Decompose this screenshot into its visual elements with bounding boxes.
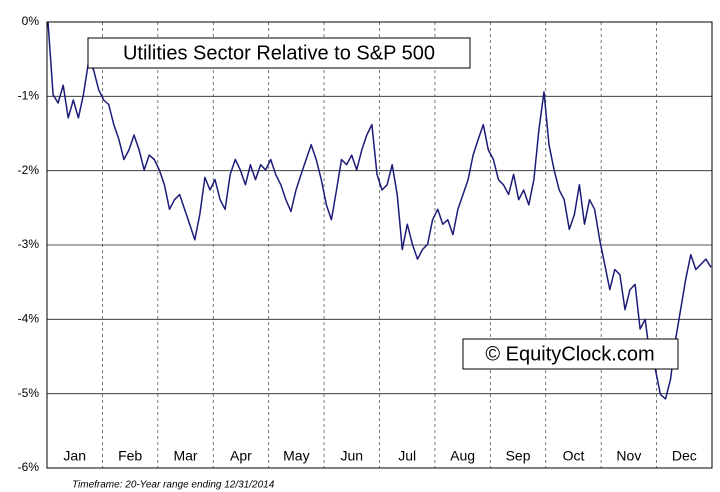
x-tick-label: Feb bbox=[118, 448, 142, 464]
y-tick-label: -1% bbox=[18, 89, 40, 103]
x-tick-label: Jul bbox=[398, 448, 416, 464]
plot-frame bbox=[46, 21, 713, 469]
x-tick-label: Dec bbox=[672, 448, 697, 464]
footnote: Timeframe: 20-Year range ending 12/31/20… bbox=[72, 480, 275, 491]
series-line bbox=[47, 21, 712, 400]
x-tick-label: Apr bbox=[230, 448, 252, 464]
x-tick-label: Jan bbox=[63, 448, 86, 464]
y-tick-label: -6% bbox=[18, 460, 40, 474]
watermark: © EquityClock.com bbox=[485, 343, 654, 365]
series bbox=[47, 21, 712, 400]
x-tick-label: Jun bbox=[341, 448, 364, 464]
chart-title: Utilities Sector Relative to S&P 500 bbox=[123, 42, 435, 64]
watermark-box bbox=[462, 338, 679, 370]
y-tick-label: 0% bbox=[22, 14, 40, 28]
y-tick-label: -3% bbox=[18, 237, 40, 251]
y-tick-label: -2% bbox=[18, 163, 40, 177]
x-tick-label: Aug bbox=[450, 448, 475, 464]
y-tick-label: -4% bbox=[18, 312, 40, 326]
y-tick-label: -5% bbox=[18, 386, 40, 400]
x-tick-label: Mar bbox=[173, 448, 197, 464]
x-tick-label: May bbox=[283, 448, 309, 464]
x-tick-label: Nov bbox=[616, 448, 641, 464]
x-tick-label: Oct bbox=[563, 448, 585, 464]
title-box bbox=[87, 37, 471, 69]
x-tick-label: Sep bbox=[506, 448, 531, 464]
